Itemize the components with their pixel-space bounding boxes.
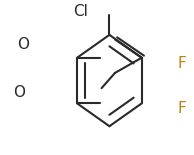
Text: Cl: Cl — [73, 4, 88, 19]
Text: O: O — [17, 37, 29, 51]
Text: O: O — [14, 85, 26, 100]
Text: F: F — [178, 101, 186, 116]
Text: F: F — [178, 55, 186, 71]
